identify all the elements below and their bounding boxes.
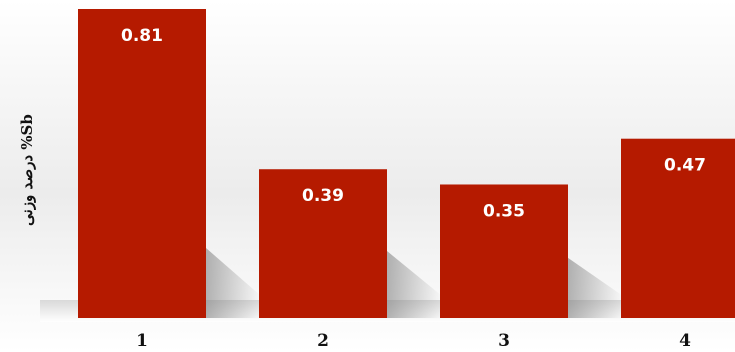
- data-label-3: 0.35: [483, 201, 525, 221]
- data-label-1: 0.81: [121, 26, 163, 46]
- x-tick-label-4: 4: [679, 331, 691, 351]
- bar-3: [440, 184, 568, 318]
- bar-shadow: [387, 251, 442, 318]
- data-label-2: 0.39: [302, 186, 344, 206]
- x-tick-label-3: 3: [498, 331, 510, 351]
- x-tick-label-2: 2: [317, 331, 329, 351]
- bar-1: [78, 9, 206, 318]
- bar-4: [621, 138, 735, 318]
- data-label-4: 0.47: [664, 156, 706, 176]
- x-tick-label-1: 1: [136, 331, 148, 351]
- x-tick-labels-group: 1 2 3 4: [136, 331, 691, 351]
- bar-shadow: [206, 248, 261, 318]
- bar-2: [259, 169, 387, 318]
- y-axis-label: Sb% درصد وزنی: [18, 114, 36, 226]
- bar-shadows: [206, 248, 623, 318]
- bars-group: [78, 9, 735, 318]
- bar-shadow: [568, 257, 623, 318]
- value-labels-group: 0.81 0.39 0.35 0.47: [121, 26, 706, 221]
